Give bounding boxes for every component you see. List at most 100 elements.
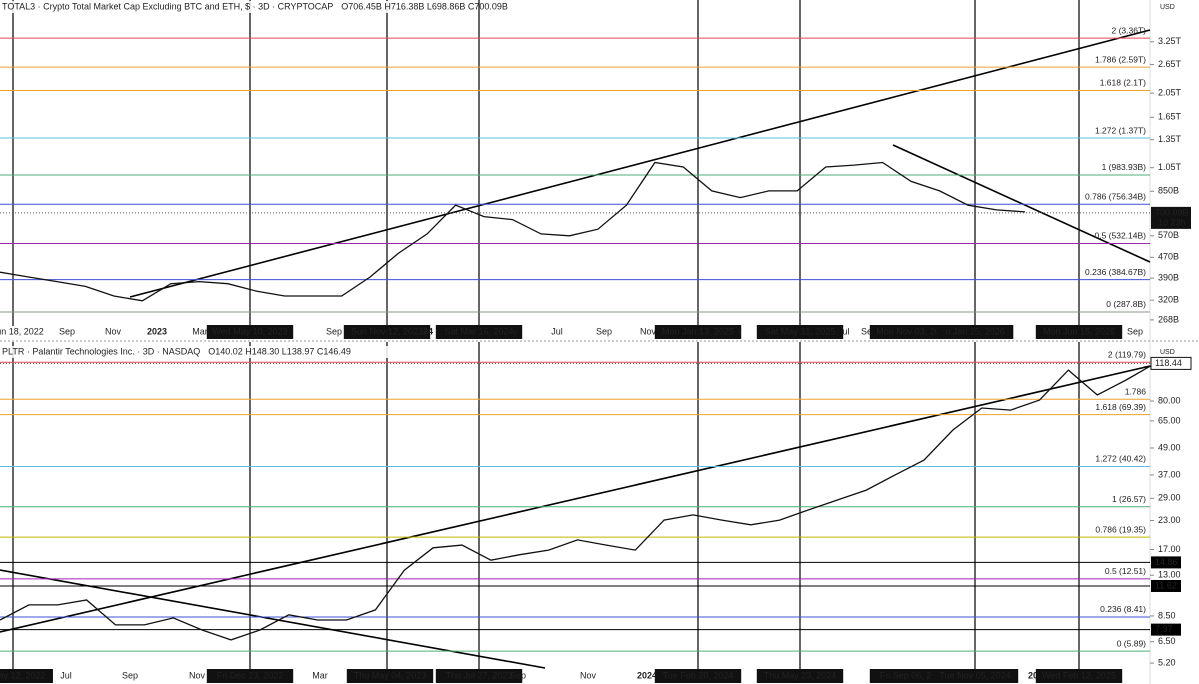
x-tick-label: Sep bbox=[59, 326, 75, 336]
fib-label: 0.786 (756.34B) bbox=[1085, 192, 1146, 202]
date-marker-box bbox=[0, 669, 53, 683]
date-marker-label: Mon Jan 13, 2025 bbox=[662, 326, 734, 336]
y-tick-label: 2.65T bbox=[1158, 59, 1182, 69]
date-marker-label: Wed May 10, 2023 bbox=[212, 326, 287, 336]
fib-label: 1.786 (2.59T) bbox=[1095, 54, 1146, 64]
x-tick-label: Mar bbox=[192, 326, 208, 336]
price-box-label: 11.62 bbox=[1155, 580, 1177, 590]
fib-label: 1.618 (2.1T) bbox=[1100, 78, 1146, 88]
y-tick-label: 2.05T bbox=[1158, 88, 1182, 98]
x-tick-label: Nov bbox=[189, 670, 206, 680]
x-tick-label: Sep bbox=[596, 326, 612, 336]
x-tick-label: 24 bbox=[423, 326, 433, 336]
header-bg bbox=[0, 1, 430, 13]
y-tick-label: 268B bbox=[1158, 314, 1179, 324]
current-price-label: 118.44 bbox=[1155, 358, 1182, 368]
date-marker-box bbox=[869, 325, 957, 339]
y-tick-label: 37.00 bbox=[1158, 469, 1181, 479]
y-tick-label: 5.20 bbox=[1158, 657, 1176, 667]
date-marker-label: Tue Feb 20, 2024 bbox=[663, 670, 734, 680]
y-tick-label: 6.50 bbox=[1158, 636, 1176, 646]
date-marker-label: Tue Nov 05, 2024 bbox=[939, 670, 1010, 680]
y-tick-label: 1.05T bbox=[1158, 162, 1182, 172]
y-tick-label: 65.00 bbox=[1158, 415, 1181, 425]
y-tick-label: 320B bbox=[1158, 295, 1179, 305]
date-marker-label: Mon Nov 03, 2025 bbox=[876, 326, 950, 336]
current-price-box bbox=[1151, 206, 1191, 229]
fib-label: 0 (287.8B) bbox=[1106, 299, 1146, 309]
price-box bbox=[1151, 623, 1181, 636]
date-marker-box bbox=[435, 669, 523, 683]
date-marker-box bbox=[654, 669, 742, 683]
date-marker-label: n Jan 25, 2026 bbox=[945, 326, 1005, 336]
header-bg bbox=[0, 346, 430, 358]
y-tick-label: 80.00 bbox=[1158, 395, 1181, 405]
ohlc: O706.45B H716.38B L698.86B C700.09B bbox=[341, 1, 508, 11]
y-tick-label: 8.50 bbox=[1158, 610, 1176, 620]
x-tick-label: 2023 bbox=[147, 326, 167, 336]
fib-label: 1.272 (1.37T) bbox=[1095, 125, 1146, 135]
date-marker-label: Thu May 04, 2023 bbox=[354, 670, 427, 680]
price-box bbox=[1151, 556, 1181, 569]
x-tick-label: ul bbox=[842, 326, 849, 336]
date-marker-label: Wed Feb 12, 2025 bbox=[1042, 670, 1116, 680]
y-tick-label: 3.25T bbox=[1158, 36, 1182, 46]
y-tick-label: 390B bbox=[1158, 272, 1179, 282]
x-tick-label: r bbox=[739, 326, 742, 336]
countdown: 1d 23h bbox=[1158, 217, 1186, 227]
date-marker-label: Sat Mar 16, 2024 bbox=[444, 326, 513, 336]
x-tick-label: Sep bbox=[510, 670, 526, 680]
y-tick-label: 49.00 bbox=[1158, 442, 1181, 452]
price-line bbox=[0, 161, 1026, 302]
date-marker-label: Thu Jul 27, 2023 bbox=[445, 670, 512, 680]
fib-label: 0.236 (8.41) bbox=[1100, 604, 1146, 614]
y-tick-label: 17.00 bbox=[1158, 544, 1181, 554]
date-marker-label: Sat May 31, 2025 bbox=[765, 326, 836, 336]
date-marker-box bbox=[756, 669, 844, 683]
price-box-label: 14.86 bbox=[1155, 557, 1178, 567]
fib-label: 2 (119.79) bbox=[1108, 350, 1146, 360]
price-line bbox=[0, 362, 1156, 641]
y-tick-label: 470B bbox=[1158, 252, 1179, 262]
x-tick-label: Sep bbox=[326, 326, 342, 336]
currency: USD bbox=[1160, 4, 1175, 11]
fib-label: 1 (26.57) bbox=[1112, 494, 1146, 504]
fib-label: 1.272 (40.42) bbox=[1095, 454, 1146, 464]
x-tick-label: Sep bbox=[861, 326, 877, 336]
date-marker-box bbox=[931, 669, 1019, 683]
x-tick-label: Jul bbox=[60, 670, 72, 680]
x-tick-label: Mar bbox=[312, 670, 328, 680]
fib-label: 0.786 (19.35) bbox=[1095, 524, 1146, 534]
x-tick-label: un 18, 2022 bbox=[0, 326, 44, 336]
fib-label: 2 (3.36T) bbox=[1112, 25, 1147, 35]
fib-label: 0.5 (12.51) bbox=[1105, 566, 1146, 576]
fib-label: 1.618 (69.39) bbox=[1095, 402, 1146, 412]
date-marker-box bbox=[206, 669, 294, 683]
fib-label: 1 (983.93B) bbox=[1102, 162, 1147, 172]
date-marker-label: Sun Nov 12, 2023 bbox=[351, 326, 423, 336]
trend-line bbox=[892, 144, 1151, 263]
date-marker-label: Fri Sep 06, 2024 bbox=[880, 670, 947, 680]
date-marker-box bbox=[435, 325, 523, 339]
current-price-box bbox=[1150, 356, 1192, 370]
y-tick-label: 570B bbox=[1158, 230, 1179, 240]
x-tick-label: 2024 bbox=[637, 670, 657, 680]
y-tick-label: 850B bbox=[1158, 186, 1179, 196]
date-marker-box bbox=[346, 669, 434, 683]
x-tick-label: Jul bbox=[551, 326, 563, 336]
currency: USD bbox=[1160, 349, 1175, 356]
current-price-label: 700.09B bbox=[1155, 207, 1189, 217]
date-marker-box bbox=[343, 325, 431, 339]
date-marker-label: Mon Jun 15, 2026 bbox=[1043, 326, 1115, 336]
price-box-label: 7.37 bbox=[1155, 624, 1173, 634]
fib-label: 0.5 (532.14B) bbox=[1094, 231, 1146, 241]
ohlc: O140.02 H148.30 L138.97 C146.49 bbox=[208, 346, 351, 356]
x-tick-label: Sep bbox=[122, 670, 138, 680]
y-tick-label: 29.00 bbox=[1158, 493, 1181, 503]
trend-line bbox=[0, 365, 1151, 633]
date-marker-box bbox=[1035, 669, 1123, 683]
x-tick-label: Nov bbox=[580, 670, 597, 680]
x-tick-label: y bbox=[513, 326, 518, 336]
